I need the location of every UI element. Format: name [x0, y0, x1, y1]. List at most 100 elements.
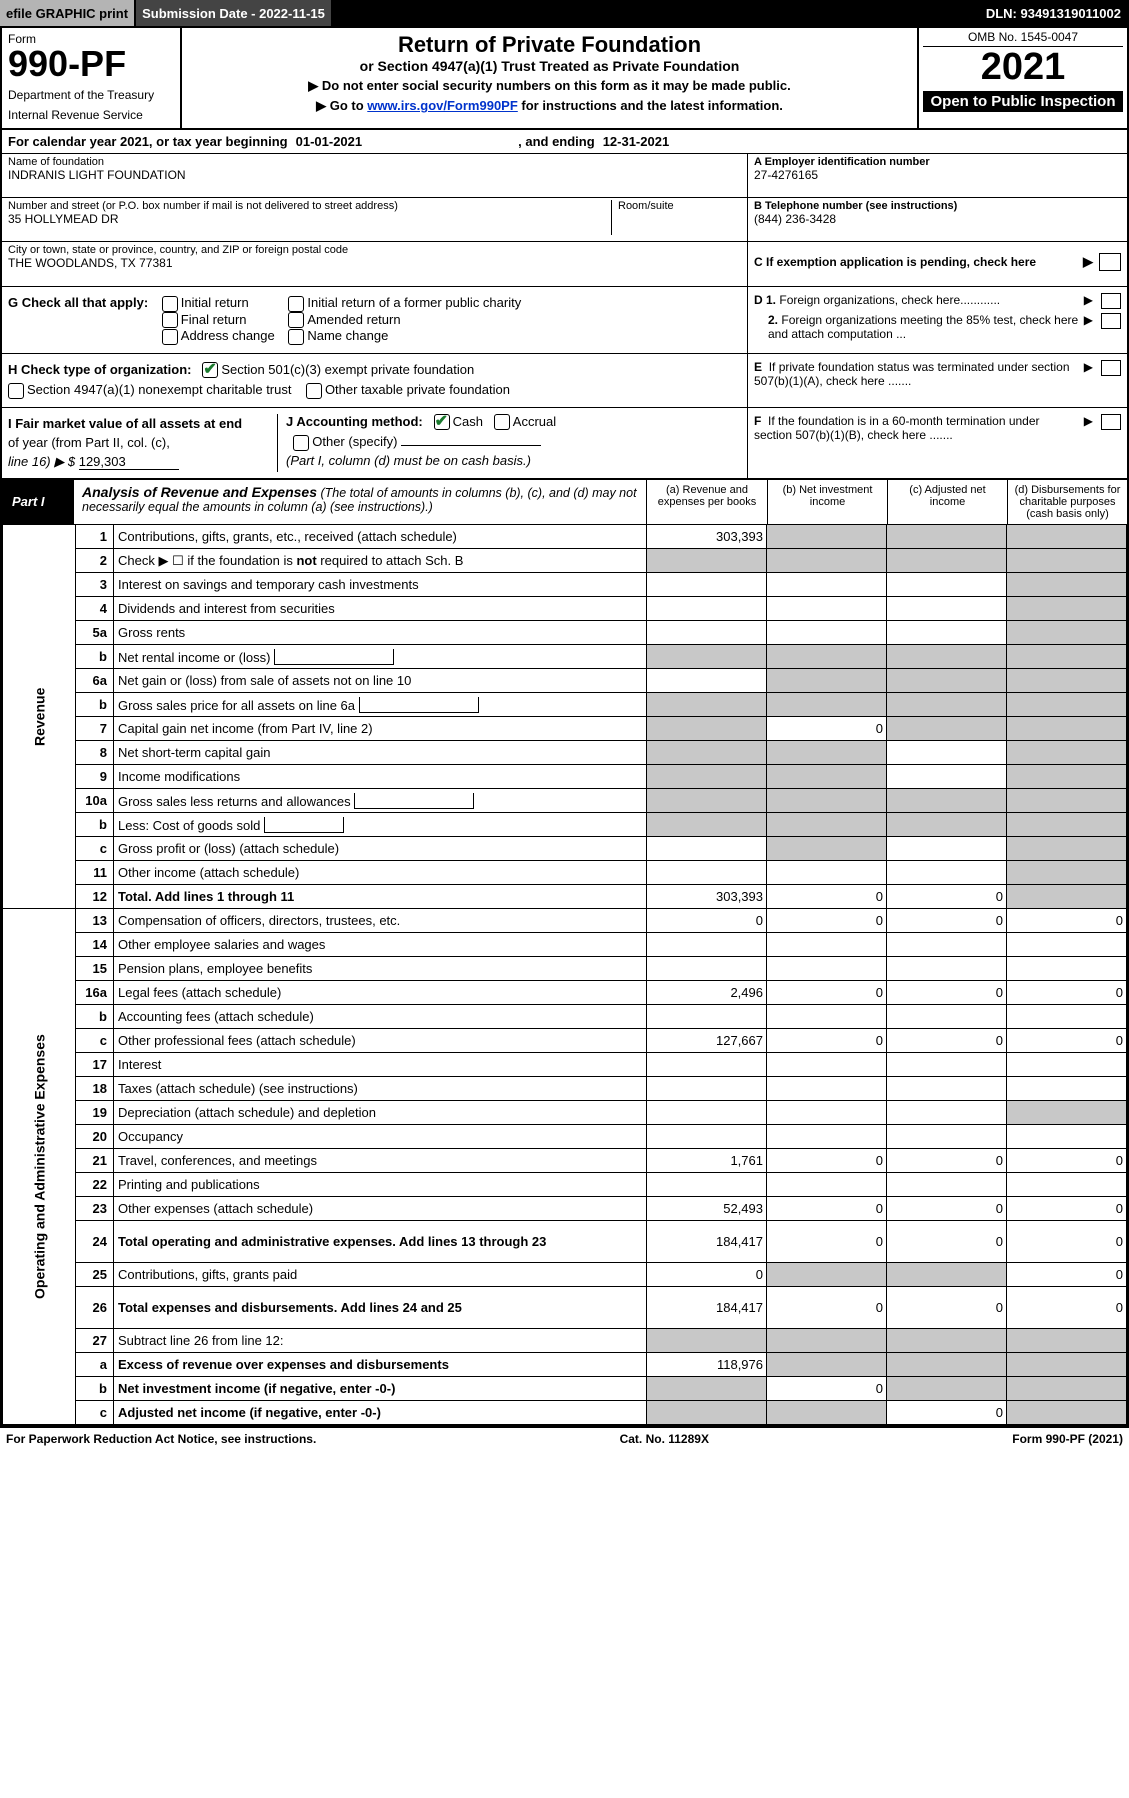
cell-b [767, 813, 887, 837]
cell-d: 0 [1007, 1263, 1127, 1287]
checkbox-f[interactable] [1101, 414, 1121, 430]
cell-b [767, 1125, 887, 1149]
checkbox-amended[interactable] [288, 312, 304, 328]
identification-block: Name of foundation INDRANIS LIGHT FOUNDA… [2, 154, 1127, 287]
row-number: 13 [76, 909, 114, 933]
row-number: 23 [76, 1197, 114, 1221]
irs-link[interactable]: www.irs.gov/Form990PF [367, 98, 518, 113]
table-row: 15Pension plans, employee benefits [3, 957, 1127, 981]
dln-label: DLN: 93491319011002 [980, 0, 1129, 26]
cell-d [1007, 549, 1127, 573]
row-number: a [76, 1353, 114, 1377]
row-number: 17 [76, 1053, 114, 1077]
ein-value: 27-4276165 [754, 168, 1121, 182]
cell-c: 0 [887, 981, 1007, 1005]
j-other: Other (specify) [312, 434, 397, 449]
checkbox-d1[interactable] [1101, 293, 1121, 309]
table-row: 11Other income (attach schedule) [3, 861, 1127, 885]
checkbox-other-taxable[interactable] [306, 383, 322, 399]
row-label: Legal fees (attach schedule) [114, 981, 647, 1005]
checkbox-initial-return[interactable] [162, 296, 178, 312]
i-label2: of year (from Part II, col. (c), [8, 433, 271, 452]
row-label: Other professional fees (attach schedule… [114, 1029, 647, 1053]
phone-value: (844) 236-3428 [754, 212, 1121, 226]
cell-b: 0 [767, 1029, 887, 1053]
cell-a [647, 741, 767, 765]
cell-b [767, 1353, 887, 1377]
cell-c [887, 1377, 1007, 1401]
calendar-year-row: For calendar year 2021, or tax year begi… [2, 130, 1127, 154]
checkbox-e[interactable] [1101, 360, 1121, 376]
table-row: bAccounting fees (attach schedule) [3, 1005, 1127, 1029]
cell-d [1007, 1353, 1127, 1377]
cell-a: 118,976 [647, 1353, 767, 1377]
efile-label[interactable]: efile GRAPHIC print [0, 0, 136, 26]
cell-a [647, 1329, 767, 1353]
j-block: J Accounting method: Cash Accrual Other … [278, 414, 741, 472]
table-row: 10aGross sales less returns and allowanc… [3, 789, 1127, 813]
row-number: 4 [76, 597, 114, 621]
row-label: Dividends and interest from securities [114, 597, 647, 621]
cell-b [767, 549, 887, 573]
checkbox-address-change[interactable] [162, 329, 178, 345]
checkbox-501c3[interactable] [202, 362, 218, 378]
cell-a: 52,493 [647, 1197, 767, 1221]
arrow-icon: ▶ [1084, 360, 1093, 374]
cell-a [647, 1005, 767, 1029]
row-label: Depreciation (attach schedule) and deple… [114, 1101, 647, 1125]
g-label: G Check all that apply: [8, 295, 148, 310]
cell-a [647, 765, 767, 789]
cell-d: 0 [1007, 1029, 1127, 1053]
cell-d [1007, 1005, 1127, 1029]
i-label1: I Fair market value of all assets at end [8, 416, 242, 431]
row-label: Accounting fees (attach schedule) [114, 1005, 647, 1029]
row-number: 24 [76, 1221, 114, 1263]
exemption-checkbox[interactable] [1099, 253, 1121, 271]
cell-c [887, 597, 1007, 621]
other-specify-line [401, 445, 541, 446]
ident-left: Name of foundation INDRANIS LIGHT FOUNDA… [2, 154, 747, 286]
table-row: 26Total expenses and disbursements. Add … [3, 1287, 1127, 1329]
cell-a: 303,393 [647, 525, 767, 549]
row-number: 10a [76, 789, 114, 813]
cell-d [1007, 813, 1127, 837]
i-label3: line 16) ▶ $ [8, 454, 75, 469]
row-label: Contributions, gifts, grants paid [114, 1263, 647, 1287]
checkbox-accrual[interactable] [494, 414, 510, 430]
checkbox-initial-public[interactable] [288, 296, 304, 312]
row-number: c [76, 1401, 114, 1425]
checkbox-d2[interactable] [1101, 313, 1121, 329]
row-number: 19 [76, 1101, 114, 1125]
arrow-icon: ▶ [1084, 313, 1093, 327]
cal-end: 12-31-2021 [603, 134, 670, 149]
i-value: 129,303 [79, 454, 179, 470]
j-cash: Cash [453, 414, 483, 429]
row-number: b [76, 1005, 114, 1029]
d2-text: Foreign organizations meeting the 85% te… [768, 313, 1078, 341]
dept-treasury: Department of the Treasury [8, 88, 174, 102]
checkbox-final-return[interactable] [162, 312, 178, 328]
revenue-side-label: Revenue [3, 525, 76, 909]
checkbox-name-change[interactable] [288, 329, 304, 345]
checkbox-4947[interactable] [8, 383, 24, 399]
phone-label: B Telephone number (see instructions) [754, 200, 1121, 212]
cell-b [767, 1329, 887, 1353]
row-number: 14 [76, 933, 114, 957]
cell-d [1007, 525, 1127, 549]
row-number: b [76, 1377, 114, 1401]
cell-d [1007, 885, 1127, 909]
row-number: 20 [76, 1125, 114, 1149]
cell-d [1007, 1077, 1127, 1101]
cell-c [887, 789, 1007, 813]
h-o3: Other taxable private foundation [325, 382, 510, 397]
ein-label: A Employer identification number [754, 156, 1121, 168]
cell-a: 127,667 [647, 1029, 767, 1053]
row-label: Net rental income or (loss) [114, 645, 647, 669]
checkbox-other-method[interactable] [293, 435, 309, 451]
cell-b [767, 525, 887, 549]
arrow-icon: ▶ [1084, 414, 1093, 428]
cell-c [887, 669, 1007, 693]
cell-b [767, 861, 887, 885]
checkbox-cash[interactable] [434, 414, 450, 430]
cell-d: 0 [1007, 909, 1127, 933]
